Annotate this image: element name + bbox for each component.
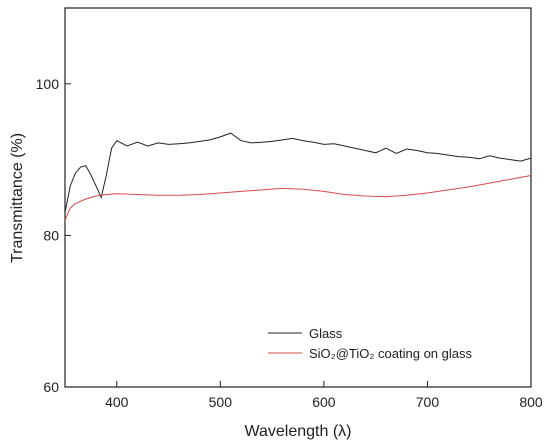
x-tick-label: 600 (312, 394, 336, 410)
legend-label-coating: SiO₂@TiO₂ coating on glass (309, 346, 472, 361)
x-axis-title: Wavelength (λ) (245, 423, 352, 440)
plot-frame (64, 7, 532, 388)
x-tick-label: 700 (416, 394, 440, 410)
x-tick-label: 500 (209, 394, 233, 410)
x-tick-label: 800 (519, 394, 543, 410)
x-tick-label: 400 (105, 394, 129, 410)
legend: Glass SiO₂@TiO₂ coating on glass (268, 326, 472, 361)
legend-label-glass: Glass (309, 326, 343, 341)
series-layer (64, 132, 532, 221)
series-line-coating (64, 175, 532, 221)
series-line-glass (64, 132, 532, 213)
y-axis-title: Transmittance (%) (9, 133, 26, 263)
y-tick-label: 60 (43, 379, 59, 395)
y-tick-label: 80 (43, 227, 59, 243)
y-tick-label: 100 (36, 76, 60, 92)
ticks-layer: 400 500 600 700 800 60 80 100 (36, 76, 543, 410)
